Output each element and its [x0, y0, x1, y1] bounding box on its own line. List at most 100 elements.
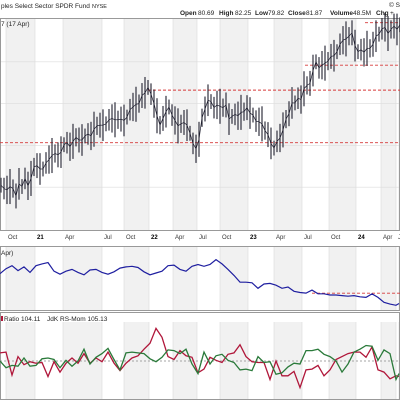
price-segment: [384, 27, 389, 34]
price-segment: [144, 87, 149, 93]
price-segment: [12, 188, 17, 197]
price-segment: [225, 104, 230, 120]
price-segment: [375, 33, 380, 37]
price-segment: [351, 32, 356, 46]
band-1-8: [220, 246, 248, 311]
price-segment: [270, 143, 275, 149]
price-segment: [24, 178, 29, 186]
price-segment: [177, 123, 182, 127]
price-segment: [159, 118, 164, 126]
x-tick-14: Apr: [383, 235, 392, 241]
price-segment: [54, 153, 59, 156]
copyright-mark: © S: [389, 1, 400, 9]
x-tick-4: Oct: [126, 235, 136, 241]
close-label: Close: [288, 10, 306, 17]
x-tick-0: Oct: [8, 235, 18, 241]
price-segment: [162, 111, 167, 119]
price-segment: [321, 62, 326, 66]
price-segment: [150, 94, 155, 104]
band-0-14: [381, 18, 396, 231]
price-segment: [147, 87, 152, 95]
price-segment: [72, 137, 77, 142]
price-segment: [273, 141, 278, 149]
price-segment: [354, 45, 359, 52]
price-segment: [102, 123, 107, 126]
price-segment: [120, 118, 125, 121]
price-segment: [90, 129, 95, 137]
x-tick-11: Jul: [304, 235, 312, 241]
price-segment: [378, 28, 383, 35]
price-segment: [180, 122, 185, 125]
price-segment: [219, 105, 224, 108]
price-segment: [42, 162, 47, 170]
price-segment: [168, 106, 173, 116]
price-segment: [258, 121, 263, 125]
price-segment: [126, 109, 131, 118]
price-segment: [9, 186, 14, 189]
x-tick-3: Jul: [104, 235, 112, 241]
alternating-bands: [6, 18, 396, 400]
price-segment: [318, 64, 323, 69]
price-segment: [207, 99, 212, 102]
price-segment: [45, 159, 50, 164]
rs-ratio-swatch: [1, 316, 3, 321]
price-segment: [0, 184, 5, 189]
price-segment: [27, 178, 32, 186]
price-segment: [96, 124, 101, 127]
low-value: 79.82: [268, 10, 285, 17]
price-segment: [57, 151, 62, 156]
fund-title: ples Select Sector SPDR Fund: [1, 3, 90, 10]
price-segment: [333, 51, 338, 56]
price-segment: [360, 49, 365, 53]
open-label: Open: [180, 10, 197, 17]
band-1-0: [6, 246, 35, 311]
price-segment: [111, 118, 116, 121]
price-segment: [246, 107, 251, 114]
volume-value: 48.5M: [353, 10, 371, 17]
price-segment: [369, 44, 374, 49]
price-segment: [129, 106, 134, 110]
price-segment: [252, 114, 257, 122]
price-segment: [30, 166, 35, 179]
high-value: 82.25: [235, 10, 252, 17]
price-segment: [183, 122, 188, 126]
price-segment: [141, 92, 146, 96]
price-segment: [324, 60, 329, 64]
price-segment: [48, 155, 53, 160]
band-0-10: [274, 18, 302, 231]
price-segment: [201, 108, 206, 118]
rs-ratio-line: [0, 327, 400, 390]
price-segment: [51, 153, 56, 156]
price-segment: [381, 27, 386, 30]
relative-strength-line: [0, 258, 400, 306]
exchange-label: NYSE: [92, 4, 107, 10]
price-segment: [279, 129, 284, 139]
price-segment: [3, 188, 8, 191]
price-segment: [390, 25, 395, 30]
price-segment: [192, 143, 197, 149]
volume-label: Volume: [330, 10, 353, 17]
price-segment: [312, 61, 317, 71]
x-tick-15: Jul: [398, 235, 400, 241]
price-segment: [339, 40, 344, 45]
price-segment: [174, 120, 179, 127]
price-segment: [36, 165, 41, 170]
price-segment: [186, 125, 191, 134]
rs-ratio-label: Ratio 104.11: [4, 316, 41, 323]
chg-label: Chg: [376, 10, 389, 17]
price-segment: [294, 98, 299, 104]
band-1-4: [124, 246, 149, 311]
price-segment: [249, 112, 254, 116]
x-tick-8: Oct: [222, 235, 232, 241]
x-tick-10: Apr: [276, 235, 285, 241]
price-segment: [132, 104, 137, 108]
price-segment: [288, 102, 293, 114]
price-segment: [240, 111, 245, 113]
x-tick-7: Jul: [199, 235, 207, 241]
price-segment: [108, 118, 113, 121]
high-label: High: [219, 10, 233, 17]
price-segment: [135, 103, 140, 105]
band-1-10: [274, 246, 302, 311]
